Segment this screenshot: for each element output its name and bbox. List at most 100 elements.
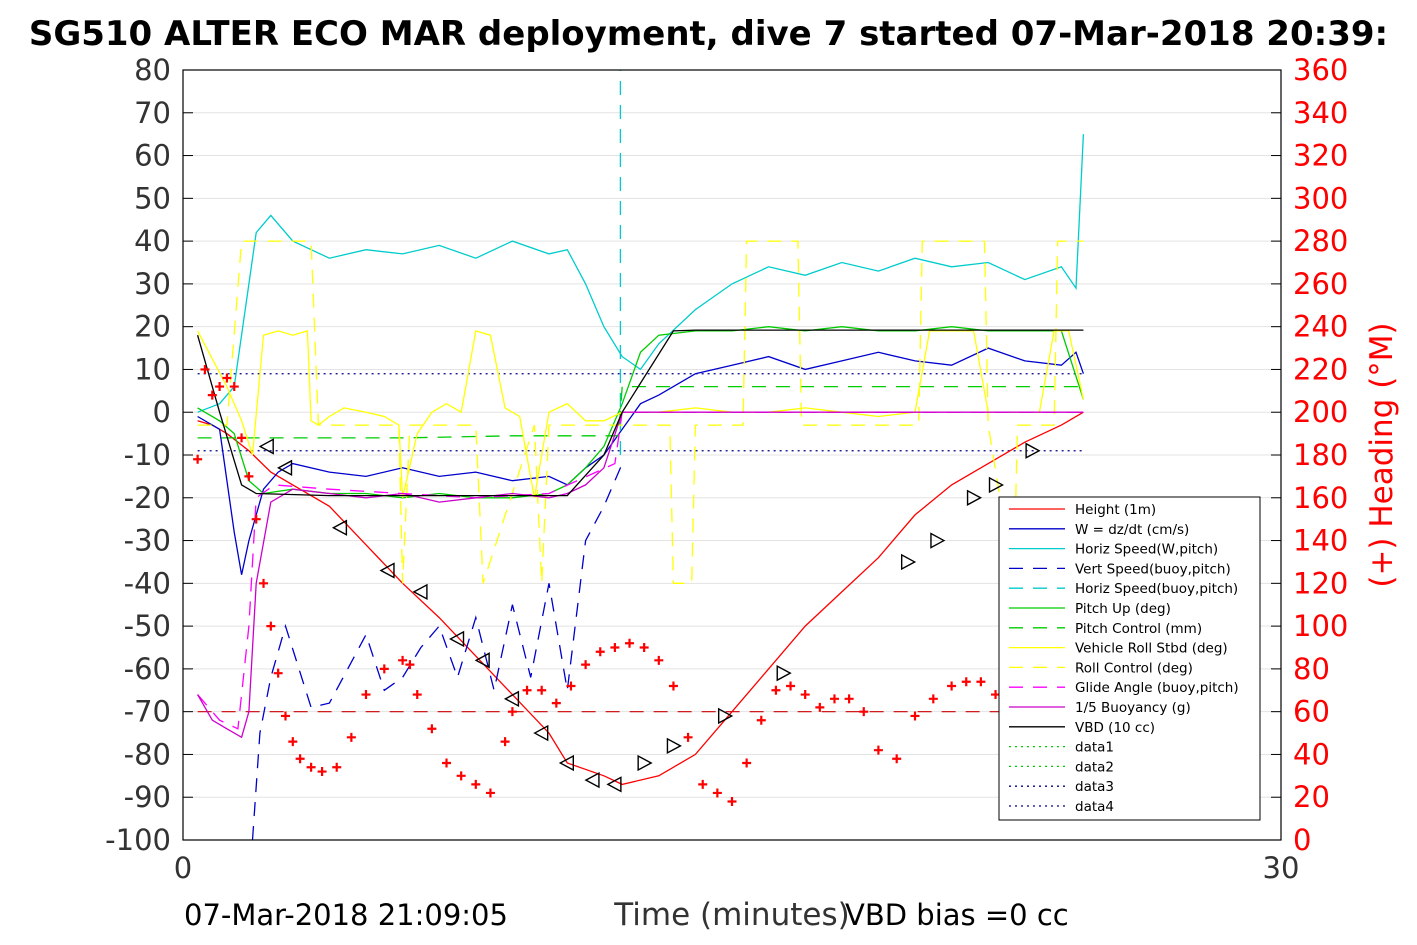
heading-marker bbox=[507, 707, 517, 717]
x-tick-label: 30 bbox=[1263, 851, 1300, 885]
heading-marker bbox=[405, 660, 415, 670]
right-tick-label: 200 bbox=[1293, 395, 1348, 429]
triangle-marker bbox=[930, 532, 946, 549]
triangle-marker bbox=[1025, 442, 1041, 459]
right-axis: 360 340 320 300 280 260 240 220 200 180 160 140 120 1… bbox=[1271, 53, 1348, 857]
heading-marker bbox=[288, 737, 298, 747]
right-axis-label: (+) Heading (°M) bbox=[1364, 322, 1400, 587]
heading-marker bbox=[829, 694, 839, 704]
right-tick-label: 220 bbox=[1293, 352, 1348, 386]
legend-label: data3 bbox=[1075, 779, 1114, 795]
heading-marker bbox=[207, 390, 217, 400]
heading-marker bbox=[771, 685, 781, 695]
heading-marker bbox=[910, 711, 920, 721]
left-tick-label: -70 bbox=[124, 695, 171, 729]
legend: Height (1m) W = dz/dt (cm/s) Horiz Speed(W… bbox=[998, 496, 1261, 821]
legend-label: 1/5 Buoyancy (g) bbox=[1075, 700, 1191, 716]
left-tick-label: 60 bbox=[134, 139, 171, 173]
heading-marker bbox=[892, 754, 902, 764]
heading-marker bbox=[610, 643, 620, 652]
series-line-10 bbox=[197, 411, 1084, 739]
heading-marker bbox=[456, 771, 466, 781]
triangle-marker bbox=[258, 438, 274, 455]
heading-marker bbox=[259, 578, 269, 588]
x-axis: 0 30 bbox=[174, 851, 1300, 885]
right-tick-label: 320 bbox=[1293, 139, 1348, 173]
heading-marker bbox=[266, 621, 276, 631]
right-tick-label: 60 bbox=[1293, 695, 1330, 729]
left-tick-label: 40 bbox=[134, 224, 171, 258]
heading-marker bbox=[280, 711, 290, 721]
series-line-3 bbox=[251, 463, 623, 841]
left-tick-label: 0 bbox=[153, 395, 171, 429]
heading-marker bbox=[215, 382, 225, 392]
left-tick-label: -90 bbox=[124, 780, 171, 814]
heading-marker bbox=[786, 681, 796, 691]
triangle-marker bbox=[379, 562, 395, 579]
triangle-marker bbox=[331, 519, 348, 536]
heading-marker bbox=[800, 690, 810, 700]
triangle-marker bbox=[666, 737, 682, 755]
left-tick-label: -100 bbox=[105, 823, 171, 857]
legend-label: Roll Control (deg) bbox=[1075, 660, 1193, 676]
triangle-marker bbox=[717, 707, 734, 725]
right-tick-label: 260 bbox=[1293, 267, 1348, 301]
triangle-marker bbox=[412, 583, 428, 601]
left-tick-label: 50 bbox=[134, 181, 171, 215]
series-line-8 bbox=[197, 240, 1084, 584]
triangle-marker bbox=[533, 724, 549, 742]
right-tick-label: 240 bbox=[1293, 310, 1348, 344]
series-layer bbox=[196, 70, 1085, 841]
heading-marker bbox=[976, 677, 986, 687]
legend-label: VBD (10 cc) bbox=[1075, 720, 1155, 736]
right-tick-label: 100 bbox=[1293, 609, 1348, 643]
heading-marker bbox=[859, 707, 869, 717]
right-tick-label: 160 bbox=[1293, 481, 1348, 515]
right-tick-label: 120 bbox=[1293, 566, 1348, 600]
series-line-2 bbox=[197, 134, 1085, 413]
triangle-marker bbox=[606, 776, 622, 793]
footer-vbd-bias: VBD bias =0 cc bbox=[845, 898, 1069, 932]
chart-title: SG510 ALTER ECO MAR deployment, dive 7 s… bbox=[28, 14, 1389, 54]
legend-label: data2 bbox=[1075, 759, 1114, 775]
right-tick-label: 140 bbox=[1293, 524, 1348, 558]
left-tick-label: -60 bbox=[124, 652, 171, 686]
left-tick-label: 10 bbox=[134, 352, 171, 386]
heading-marker bbox=[317, 767, 327, 777]
heading-marker bbox=[668, 681, 678, 691]
legend-label: Glide Angle (buoy,pitch) bbox=[1075, 680, 1239, 696]
left-tick-label: 70 bbox=[134, 96, 171, 130]
right-tick-label: 360 bbox=[1293, 53, 1348, 87]
heading-marker bbox=[273, 668, 283, 678]
footer-timestamp: 07-Mar-2018 21:09:05 bbox=[184, 898, 508, 932]
series-line-11 bbox=[196, 329, 1084, 497]
heading-marker bbox=[193, 454, 203, 464]
heading-marker bbox=[928, 694, 938, 704]
triangle-marker bbox=[277, 459, 293, 477]
triangle-marker bbox=[966, 489, 983, 506]
legend-label: Vehicle Roll Stbd (deg) bbox=[1075, 641, 1228, 657]
heading-marker bbox=[551, 698, 561, 708]
heading-marker bbox=[961, 677, 971, 687]
right-tick-label: 340 bbox=[1293, 96, 1348, 130]
heading-marker bbox=[427, 724, 437, 734]
heading-marker bbox=[471, 779, 481, 789]
heading-marker bbox=[332, 762, 342, 772]
heading-marker bbox=[398, 655, 408, 665]
heading-marker bbox=[873, 745, 883, 755]
triangle-marker bbox=[503, 690, 520, 708]
right-tick-label: 180 bbox=[1293, 438, 1348, 472]
right-tick-label: 300 bbox=[1293, 181, 1348, 215]
legend-label: data1 bbox=[1075, 740, 1114, 756]
heading-marker bbox=[361, 690, 371, 700]
heading-marker bbox=[251, 514, 261, 524]
right-tick-label: 80 bbox=[1293, 652, 1330, 686]
series-line-7 bbox=[197, 330, 1085, 498]
heading-marker bbox=[756, 715, 766, 725]
right-tick-label: 280 bbox=[1293, 224, 1348, 258]
left-tick-label: 80 bbox=[134, 53, 171, 87]
heading-marker bbox=[500, 737, 510, 747]
series-line-9 bbox=[197, 411, 1084, 730]
right-tick-label: 40 bbox=[1293, 737, 1330, 771]
